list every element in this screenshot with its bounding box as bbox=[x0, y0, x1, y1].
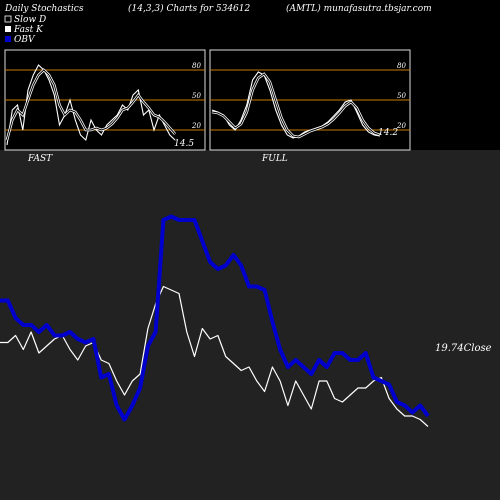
legend: Slow D Fast K OBV bbox=[4, 15, 46, 45]
legend-swatch-slow-d bbox=[4, 15, 12, 23]
fast-level-label-20: 20 bbox=[191, 122, 201, 130]
full-slow-d-line bbox=[211, 73, 381, 138]
fast-slow-d-line bbox=[6, 69, 176, 141]
full-level-label-80: 80 bbox=[397, 62, 406, 70]
fast-level-label-50: 50 bbox=[192, 92, 201, 100]
full-level-label-50: 50 bbox=[397, 92, 406, 100]
legend-label-obv: OBV bbox=[14, 35, 36, 45]
fast-level-label-80: 80 bbox=[192, 62, 201, 70]
header-center: (14,3,3) Charts for 534612 bbox=[128, 3, 250, 14]
fast-fast-k-line bbox=[6, 64, 176, 146]
full-level-label-20: 20 bbox=[396, 122, 406, 130]
full-last-value: 14.2 bbox=[378, 128, 398, 138]
close-line bbox=[0, 285, 429, 427]
close-suffix: Close bbox=[464, 343, 492, 354]
main-panel bbox=[0, 150, 500, 500]
legend-swatch-obv bbox=[5, 36, 11, 42]
main-plot bbox=[0, 214, 430, 427]
fast-last-value: 14.5 bbox=[174, 139, 194, 149]
header-right: (AMTL) munafasutra.tbsjar.com bbox=[286, 3, 432, 14]
header-left: Daily Stochastics bbox=[4, 4, 84, 14]
full-lines bbox=[211, 71, 381, 139]
close-value: 19.74 bbox=[435, 343, 464, 354]
full-panel: 80 50 20 FULL 14.2 bbox=[209, 49, 411, 164]
full-panel-title: FULL bbox=[261, 154, 288, 164]
obv-line bbox=[0, 214, 430, 422]
fast-lines bbox=[5, 64, 176, 146]
fast-panel-title: FAST bbox=[27, 154, 53, 164]
fast-panel: 80 50 20 FAST 14.5 bbox=[4, 49, 206, 164]
legend-label-fast-k: Fast K bbox=[13, 25, 44, 35]
legend-swatch-fast-k bbox=[5, 26, 11, 32]
close-last-value: 19.74Close bbox=[435, 343, 492, 354]
legend-label-slow-d: Slow D bbox=[14, 15, 46, 25]
